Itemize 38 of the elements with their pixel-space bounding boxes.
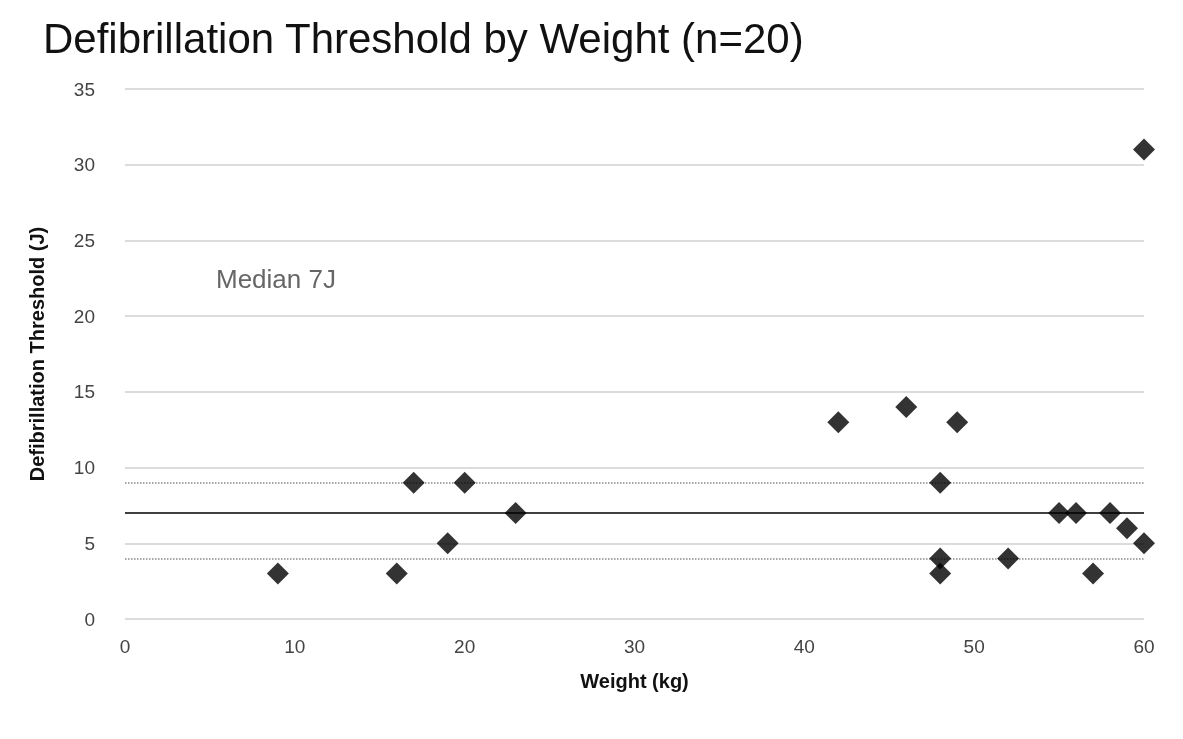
- y-tick-label: 10: [73, 457, 95, 479]
- point: [436, 532, 459, 555]
- point: [1116, 517, 1139, 540]
- y-tick-label: 20: [73, 305, 95, 327]
- point: [929, 562, 952, 585]
- x-tick-label: 10: [284, 636, 306, 657]
- x-tick-label: 50: [963, 636, 985, 657]
- point: [1099, 502, 1122, 524]
- point: [997, 547, 1020, 570]
- point: [402, 471, 425, 494]
- x-tick-label: 20: [454, 636, 476, 657]
- point: [895, 396, 918, 418]
- y-tick-label: 0: [84, 608, 95, 630]
- point: [385, 562, 408, 585]
- x-tick-label: 60: [1133, 636, 1155, 657]
- point: [1133, 138, 1155, 161]
- y-tick-label: 25: [73, 229, 95, 251]
- point: [1065, 502, 1088, 524]
- point: [1133, 532, 1155, 555]
- x-tick-label: 0: [119, 636, 131, 657]
- y-tick-label: 5: [84, 532, 95, 554]
- x-tick-label: 40: [793, 636, 815, 657]
- y-axis-title: Defibrillation Threshold (J): [26, 226, 48, 482]
- point: [946, 411, 969, 434]
- point: [453, 471, 476, 494]
- point: [504, 502, 527, 524]
- point: [827, 411, 850, 434]
- y-tick-label: 30: [73, 154, 95, 176]
- point: [929, 471, 952, 494]
- y-tick-label: 35: [73, 78, 95, 100]
- x-tick-label: 30: [623, 636, 646, 657]
- y-tick-label: 15: [73, 381, 95, 403]
- point: [266, 562, 289, 585]
- x-axis-title: Weight (kg): [580, 670, 689, 692]
- point: [1082, 562, 1105, 585]
- chart-title: Defibrillation Threshold by Weight (n=20): [43, 14, 804, 62]
- point: [1048, 502, 1071, 524]
- annotation: Median 7J: [216, 264, 336, 294]
